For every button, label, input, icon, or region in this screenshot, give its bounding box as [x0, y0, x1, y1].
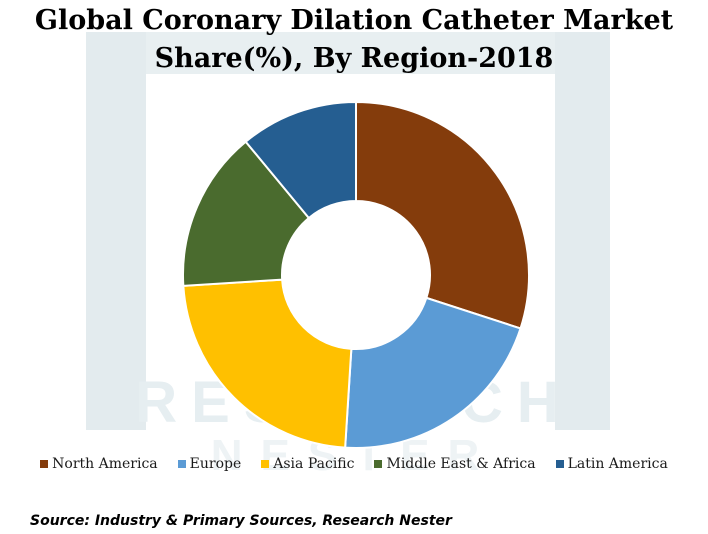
chart-title-line-1: Global Coronary Dilation Catheter Market — [34, 5, 674, 36]
legend-label: North America — [52, 456, 158, 472]
donut-slice-north-america — [355, 100, 530, 330]
legend-label: Asia Pacific — [273, 456, 355, 472]
legend-label: Middle East & Africa — [386, 456, 536, 472]
watermark-bar — [146, 32, 555, 74]
legend-swatch — [261, 460, 270, 468]
legend-item-north-america: North America — [40, 456, 158, 472]
source-note: Source: Industry & Primary Sources, Rese… — [30, 513, 452, 529]
chart-title: Global Coronary Dilation Catheter Market… — [0, 2, 708, 78]
legend-swatch — [40, 460, 49, 468]
chart-legend: North America Europe Asia Pacific Middle Ea… — [0, 454, 708, 474]
donut-slice-asia-pacific — [182, 278, 353, 449]
legend-label: Europe — [189, 456, 242, 472]
legend-item-europe: Europe — [177, 456, 242, 472]
legend-item-asia-pacific: Asia Pacific — [261, 456, 354, 472]
legend-swatch — [374, 460, 383, 468]
legend-item-latin-america: Latin America — [555, 456, 668, 472]
watermark-bar — [555, 32, 610, 430]
legend-swatch — [555, 460, 564, 468]
donut-slice-latin-america — [244, 100, 357, 220]
donut-slice-middle-east-africa — [182, 140, 311, 287]
legend-swatch — [177, 460, 186, 468]
watermark-bar — [86, 32, 146, 430]
chart-title-line-2: Share(%), By Region-2018 — [154, 43, 554, 74]
donut-slice-europe — [344, 296, 522, 449]
legend-item-middle-east-africa: Middle East & Africa — [374, 456, 536, 472]
legend-label: Latin America — [567, 456, 668, 472]
